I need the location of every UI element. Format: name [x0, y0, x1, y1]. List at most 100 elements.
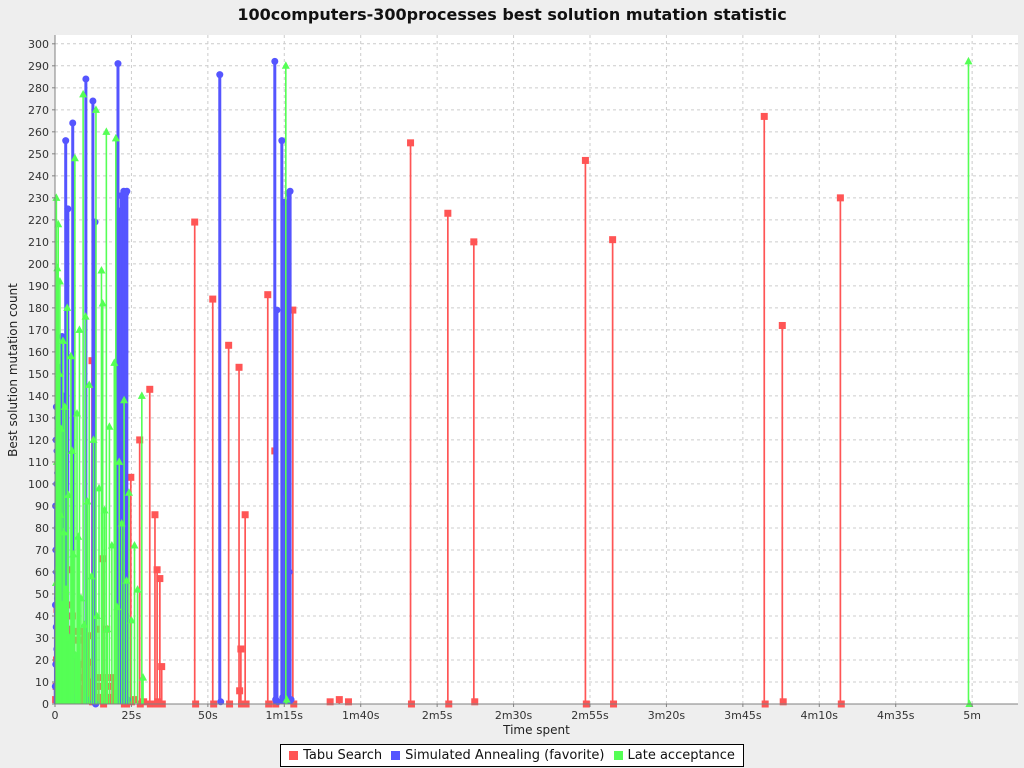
x-tick-label: 2m55s: [571, 709, 609, 722]
square-marker-icon: [151, 511, 159, 519]
square-marker-icon: [836, 194, 844, 202]
x-tick-label: 2m5s: [422, 709, 453, 722]
triangle-marker-icon: [130, 541, 139, 549]
simulated-annealing-swatch-icon: [391, 751, 401, 760]
triangle-marker-icon: [105, 422, 114, 430]
triangle-marker-icon: [111, 133, 120, 142]
square-marker-icon: [237, 645, 245, 653]
triangle-marker-icon: [98, 298, 107, 307]
square-marker-icon: [109, 674, 117, 682]
square-marker-icon: [191, 218, 199, 226]
square-marker-icon: [581, 156, 589, 164]
x-tick-label: 3m45s: [724, 709, 762, 722]
x-tick-label: 4m10s: [801, 709, 839, 722]
square-marker-icon: [264, 291, 272, 299]
triangle-marker-icon: [55, 276, 64, 285]
square-marker-icon: [444, 209, 452, 217]
square-marker-icon: [760, 112, 768, 120]
triangle-marker-icon: [58, 336, 67, 344]
y-tick-label: 130: [28, 412, 49, 425]
x-tick-label: 2m30s: [495, 709, 533, 722]
square-marker-icon: [326, 698, 334, 706]
plot-area: 0 10 20 30 40 50 60 70 80 90 100 110 120 130 140 150 160…: [28, 35, 1018, 722]
x-tick-label: 50s: [198, 709, 218, 722]
square-marker-icon: [609, 236, 617, 244]
legend-item-simulated-annealing: Simulated Annealing (favorite): [391, 748, 605, 763]
square-marker-icon: [127, 473, 135, 481]
axes: 0 10 20 30 40 50 60 70 80 90 100 110 120 130 140 150 160…: [28, 35, 1018, 722]
triangle-marker-icon: [965, 699, 974, 707]
y-tick-label: 290: [28, 60, 49, 73]
square-marker-icon: [241, 511, 249, 519]
triangle-marker-icon: [97, 265, 106, 274]
y-tick-label: 140: [28, 390, 49, 403]
y-tick-label: 120: [28, 434, 49, 447]
triangle-marker-icon: [81, 312, 90, 320]
circle-marker-icon: [271, 57, 279, 65]
triangle-marker-icon: [66, 351, 75, 360]
y-tick-label: 0: [42, 698, 49, 711]
circle-marker-icon: [278, 137, 286, 145]
legend-box: Tabu Search Simulated Annealing (favorit…: [280, 744, 744, 767]
square-marker-icon: [235, 363, 243, 371]
triangle-marker-icon: [124, 488, 133, 496]
x-tick-label: 1m40s: [342, 709, 380, 722]
x-tick-label: 0: [52, 709, 59, 722]
y-tick-label: 260: [28, 126, 49, 139]
triangle-marker-icon: [133, 585, 142, 593]
square-marker-icon: [66, 625, 74, 633]
y-tick-label: 160: [28, 346, 49, 359]
y-tick-label: 240: [28, 170, 49, 183]
square-marker-icon: [209, 295, 217, 303]
x-axis-label: Time spent: [503, 723, 570, 737]
circle-marker-icon: [286, 187, 294, 195]
legend-item-late-acceptance: Late acceptance: [613, 748, 735, 763]
series-late-acceptance: [51, 56, 974, 707]
square-marker-icon: [225, 341, 233, 349]
triangle-marker-icon: [54, 219, 63, 228]
square-marker-icon: [153, 566, 161, 574]
circle-marker-icon: [216, 71, 224, 79]
y-tick-label: 60: [35, 566, 49, 579]
x-tick-label: 5m: [963, 709, 981, 722]
triangle-marker-icon: [75, 325, 84, 333]
tabu-search-swatch-icon: [289, 751, 299, 760]
circle-marker-icon: [62, 137, 70, 145]
square-marker-icon: [289, 306, 297, 314]
triangle-marker-icon: [102, 127, 111, 135]
square-marker-icon: [335, 696, 343, 704]
square-marker-icon: [236, 687, 244, 695]
y-axis-label: Best solution mutation count: [6, 283, 20, 457]
y-tick-label: 220: [28, 214, 49, 227]
plot-background: [55, 35, 1018, 704]
y-tick-label: 200: [28, 258, 49, 271]
square-marker-icon: [96, 693, 104, 701]
circle-marker-icon: [91, 218, 99, 226]
circle-marker-icon: [89, 97, 97, 105]
triangle-marker-icon: [137, 391, 146, 399]
circle-marker-icon: [123, 696, 131, 704]
y-tick-label: 150: [28, 368, 49, 381]
y-tick-label: 280: [28, 82, 49, 95]
legend: Tabu Search Simulated Annealing (favorit…: [0, 744, 1024, 767]
y-tick-label: 250: [28, 148, 49, 161]
triangle-marker-icon: [115, 457, 124, 465]
chart-title: 100computers-300processes best solution …: [237, 5, 787, 24]
square-marker-icon: [778, 321, 786, 329]
y-tick-label: 230: [28, 192, 49, 205]
y-tick-label: 300: [28, 38, 49, 51]
y-tick-label: 210: [28, 236, 49, 249]
triangle-marker-icon: [70, 153, 79, 162]
legend-item-tabu-search: Tabu Search: [289, 748, 382, 763]
triangle-marker-icon: [91, 105, 100, 113]
square-marker-icon: [156, 575, 164, 583]
triangle-marker-icon: [52, 193, 61, 201]
x-tick-label: 4m35s: [877, 709, 915, 722]
circle-marker-icon: [123, 187, 131, 195]
x-tick-label: 25s: [122, 709, 142, 722]
gridlines: [55, 35, 1018, 704]
triangle-marker-icon: [127, 615, 136, 624]
square-marker-icon: [779, 698, 787, 706]
triangle-marker-icon: [120, 395, 129, 404]
square-marker-icon: [136, 436, 144, 444]
